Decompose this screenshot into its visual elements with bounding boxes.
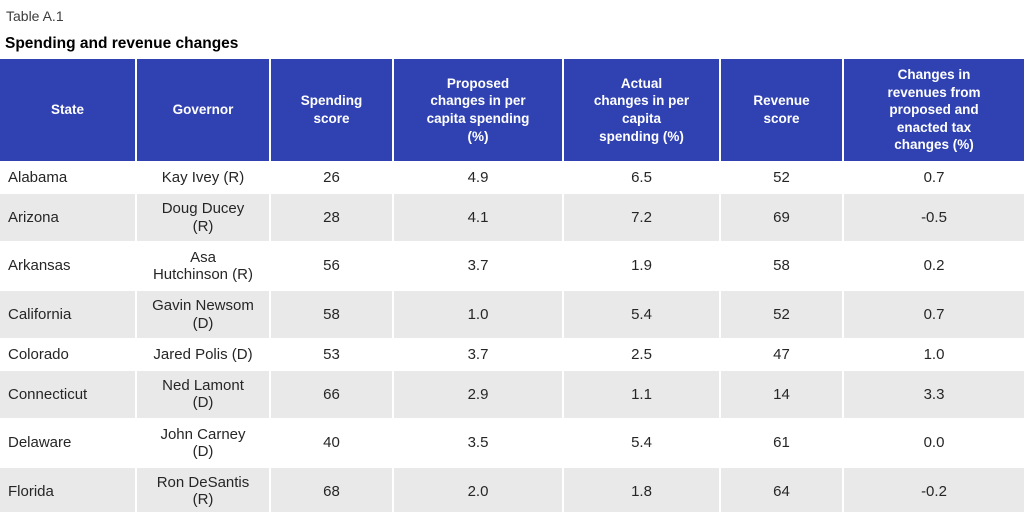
cell-proposed-change: 2.9 bbox=[394, 371, 564, 420]
cell-governor: John Carney (D) bbox=[137, 419, 271, 468]
cell-tax-change: -0.5 bbox=[844, 194, 1024, 243]
cell-governor: Jared Polis (D) bbox=[137, 339, 271, 371]
cell-tax-change: -0.2 bbox=[844, 468, 1024, 512]
cell-actual-change: 1.1 bbox=[564, 371, 721, 420]
col-header-state: State bbox=[0, 59, 137, 163]
cell-governor: Gavin Newsom (D) bbox=[137, 291, 271, 340]
cell-spending-score: 28 bbox=[271, 194, 394, 243]
cell-proposed-change: 3.7 bbox=[394, 339, 564, 371]
cell-actual-change: 5.4 bbox=[564, 291, 721, 340]
cell-spending-score: 58 bbox=[271, 291, 394, 340]
table-row: Florida Ron DeSantis (R) 68 2.0 1.8 64 -… bbox=[0, 468, 1024, 512]
cell-state: Florida bbox=[0, 468, 137, 512]
table-row: Delaware John Carney (D) 40 3.5 5.4 61 0… bbox=[0, 419, 1024, 468]
cell-proposed-change: 1.0 bbox=[394, 291, 564, 340]
cell-revenue-score: 47 bbox=[721, 339, 844, 371]
col-header-proposed-change: Proposed changes in per capita spending … bbox=[394, 59, 564, 163]
cell-spending-score: 26 bbox=[271, 163, 394, 195]
table-row: Colorado Jared Polis (D) 53 3.7 2.5 47 1… bbox=[0, 339, 1024, 371]
cell-proposed-change: 4.9 bbox=[394, 163, 564, 195]
cell-revenue-score: 52 bbox=[721, 291, 844, 340]
table-row: Alabama Kay Ivey (R) 26 4.9 6.5 52 0.7 bbox=[0, 163, 1024, 195]
col-header-governor: Governor bbox=[137, 59, 271, 163]
cell-proposed-change: 3.5 bbox=[394, 419, 564, 468]
cell-proposed-change: 3.7 bbox=[394, 242, 564, 292]
col-header-revenue-score: Revenue score bbox=[721, 59, 844, 163]
cell-proposed-change: 4.1 bbox=[394, 194, 564, 243]
cell-governor: Doug Ducey (R) bbox=[137, 194, 271, 243]
cell-state: Alabama bbox=[0, 163, 137, 195]
cell-spending-score: 40 bbox=[271, 419, 394, 468]
cell-revenue-score: 61 bbox=[721, 419, 844, 468]
table-title: Spending and revenue changes bbox=[5, 35, 239, 52]
cell-revenue-score: 64 bbox=[721, 468, 844, 512]
cell-spending-score: 53 bbox=[271, 339, 394, 371]
cell-spending-score: 56 bbox=[271, 242, 394, 292]
col-header-spending-score: Spending score bbox=[271, 59, 394, 163]
col-header-tax-change: Changes in revenues from proposed and en… bbox=[844, 59, 1024, 163]
cell-revenue-score: 52 bbox=[721, 163, 844, 195]
spending-revenue-table: State Governor Spending score Proposed c… bbox=[0, 59, 1024, 512]
table-row: Arizona Doug Ducey (R) 28 4.1 7.2 69 -0.… bbox=[0, 194, 1024, 243]
cell-tax-change: 0.7 bbox=[844, 291, 1024, 340]
cell-tax-change: 3.3 bbox=[844, 371, 1024, 420]
cell-proposed-change: 2.0 bbox=[394, 468, 564, 512]
table-row: Connecticut Ned Lamont (D) 66 2.9 1.1 14… bbox=[0, 371, 1024, 420]
col-header-actual-change: Actual changes in per capita spending (%… bbox=[564, 59, 721, 163]
cell-revenue-score: 14 bbox=[721, 371, 844, 420]
cell-tax-change: 0.2 bbox=[844, 242, 1024, 292]
cell-revenue-score: 58 bbox=[721, 242, 844, 292]
cell-state: Colorado bbox=[0, 339, 137, 371]
cell-actual-change: 5.4 bbox=[564, 419, 721, 468]
cell-revenue-score: 69 bbox=[721, 194, 844, 243]
cell-tax-change: 0.0 bbox=[844, 419, 1024, 468]
cell-actual-change: 1.9 bbox=[564, 242, 721, 292]
cell-governor: Kay Ivey (R) bbox=[137, 163, 271, 195]
cell-governor: Ron DeSantis (R) bbox=[137, 468, 271, 512]
cell-governor: Asa Hutchinson (R) bbox=[137, 242, 271, 292]
table-row: California Gavin Newsom (D) 58 1.0 5.4 5… bbox=[0, 291, 1024, 340]
cell-state: Arizona bbox=[0, 194, 137, 243]
cell-state: Connecticut bbox=[0, 371, 137, 420]
table-row: Arkansas Asa Hutchinson (R) 56 3.7 1.9 5… bbox=[0, 242, 1024, 292]
cell-spending-score: 68 bbox=[271, 468, 394, 512]
table-number-label: Table A.1 bbox=[6, 8, 64, 24]
header-row: State Governor Spending score Proposed c… bbox=[0, 59, 1024, 163]
cell-governor: Ned Lamont (D) bbox=[137, 371, 271, 420]
cell-spending-score: 66 bbox=[271, 371, 394, 420]
cell-actual-change: 7.2 bbox=[564, 194, 721, 243]
cell-actual-change: 1.8 bbox=[564, 468, 721, 512]
cell-state: California bbox=[0, 291, 137, 340]
cell-tax-change: 1.0 bbox=[844, 339, 1024, 371]
cell-tax-change: 0.7 bbox=[844, 163, 1024, 195]
cell-state: Arkansas bbox=[0, 242, 137, 292]
cell-actual-change: 2.5 bbox=[564, 339, 721, 371]
cell-state: Delaware bbox=[0, 419, 137, 468]
cell-actual-change: 6.5 bbox=[564, 163, 721, 195]
